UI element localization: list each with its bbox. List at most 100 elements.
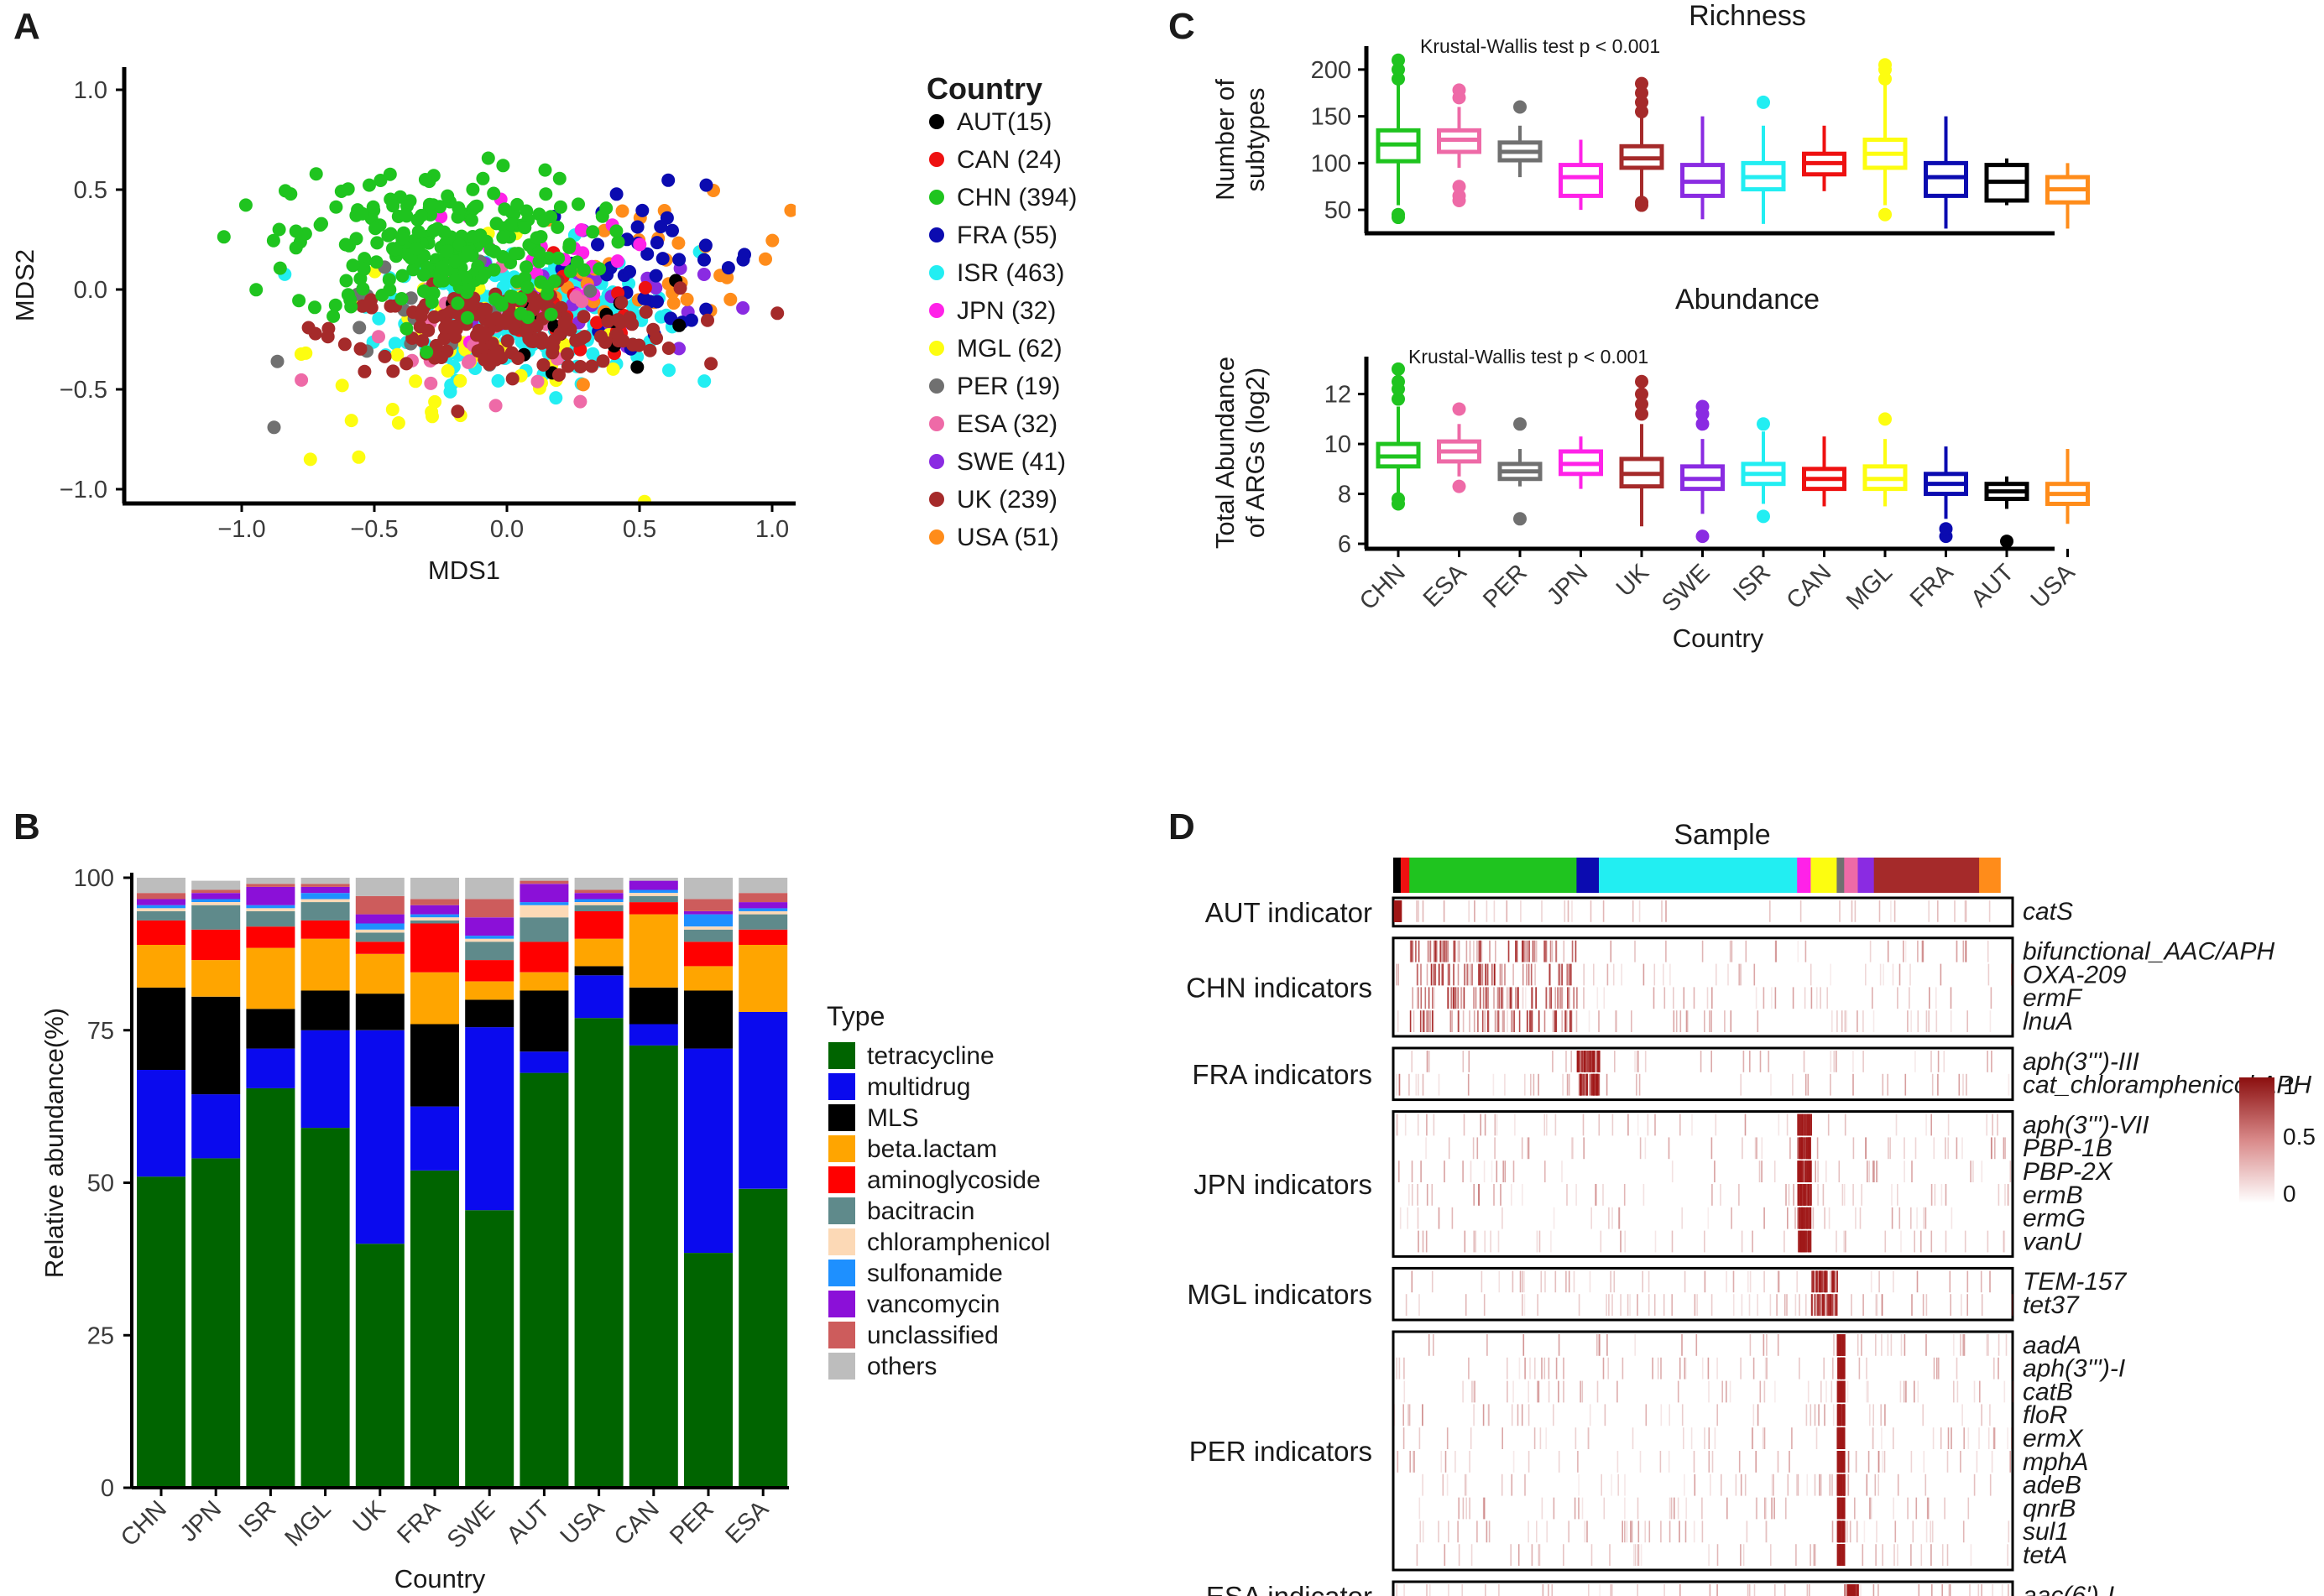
heat-cell bbox=[1660, 1520, 1662, 1543]
heat-cell bbox=[1695, 1334, 1698, 1356]
heat-cell bbox=[1923, 1451, 1925, 1473]
heat-cell bbox=[1876, 1520, 1877, 1543]
heat-cell bbox=[1483, 1160, 1486, 1182]
point-usa bbox=[784, 203, 796, 217]
heat-cell bbox=[1583, 1051, 1585, 1072]
bar-segment-unclassified bbox=[191, 889, 241, 894]
outlier-chn bbox=[1392, 62, 1405, 76]
heat-cell bbox=[1905, 1380, 1907, 1403]
heat-cell bbox=[2012, 1380, 2013, 1403]
heat-cell bbox=[1439, 963, 1440, 986]
point-chn bbox=[440, 244, 454, 258]
heat-cell bbox=[1545, 940, 1548, 962]
point-fra bbox=[660, 211, 674, 225]
heat-cell bbox=[1810, 1137, 1811, 1160]
y-axis-title-line: Number of bbox=[1210, 79, 1240, 201]
heat-cell bbox=[1837, 1451, 1840, 1473]
heat-cell bbox=[1571, 940, 1574, 962]
heat-cell bbox=[1562, 1073, 1564, 1096]
heat-cell bbox=[1925, 1010, 1928, 1032]
heat-cell bbox=[1914, 1051, 1916, 1072]
heat-cell bbox=[1693, 1451, 1695, 1473]
heat-cell bbox=[1823, 1270, 1825, 1293]
heat-cell bbox=[1640, 1544, 1642, 1566]
heat-cell bbox=[1875, 1334, 1877, 1356]
point-fra bbox=[699, 302, 713, 316]
bar-segment-multidrug bbox=[574, 975, 624, 1019]
heat-cell bbox=[1558, 963, 1559, 986]
heat-cell bbox=[1872, 1160, 1874, 1182]
heat-cell bbox=[1597, 1051, 1600, 1072]
heat-cell bbox=[1744, 1114, 1747, 1136]
heat-cell bbox=[1837, 1473, 1839, 1496]
heat-cell bbox=[1992, 1114, 1993, 1136]
heat-cell bbox=[1602, 1184, 1604, 1206]
bar-segment-beta-lactam bbox=[465, 981, 514, 1000]
group-label: JPN indicators bbox=[1193, 1169, 1372, 1200]
heat-cell bbox=[1825, 1270, 1827, 1293]
heat-cell bbox=[1805, 1137, 1808, 1160]
heat-cell bbox=[1704, 1427, 1705, 1449]
point-chn bbox=[315, 216, 328, 231]
bar-segment-aminoglycoside bbox=[410, 923, 459, 973]
heat-cell bbox=[1986, 1114, 1987, 1136]
heat-cell bbox=[1964, 900, 1966, 922]
heat-cell bbox=[1568, 987, 1570, 1009]
point-fra bbox=[721, 261, 735, 275]
heat-cell bbox=[1594, 1051, 1595, 1072]
heat-cell bbox=[1417, 1207, 1419, 1229]
heat-cell bbox=[1588, 1584, 1590, 1596]
outlier-chn bbox=[1392, 392, 1405, 406]
point-fra bbox=[650, 295, 664, 309]
heat-cell bbox=[1810, 963, 1812, 986]
group-frame bbox=[1392, 896, 2014, 928]
heat-cell bbox=[1581, 1051, 1584, 1072]
bar-segment-others bbox=[355, 878, 405, 896]
heat-cell bbox=[1837, 1427, 1840, 1449]
heat-cell bbox=[1563, 1357, 1564, 1380]
heat-cell bbox=[1962, 940, 1965, 962]
point-uk bbox=[646, 322, 661, 336]
point-chn bbox=[375, 288, 389, 302]
heat-cell bbox=[1528, 963, 1530, 986]
heat-cell bbox=[1661, 900, 1663, 922]
heat-cell bbox=[1411, 940, 1413, 962]
heat-cell bbox=[1852, 1137, 1855, 1160]
heat-cell bbox=[1841, 1380, 1843, 1403]
x-tick-label: SWE bbox=[1657, 559, 1715, 617]
heat-cell bbox=[1538, 1073, 1539, 1096]
heat-cell bbox=[1799, 900, 1802, 922]
heat-cell bbox=[1700, 1051, 1702, 1072]
heat-cell bbox=[1887, 940, 1889, 962]
point-fra bbox=[640, 247, 655, 261]
heat-cell bbox=[1418, 1073, 1419, 1096]
heat-cell bbox=[1409, 1451, 1411, 1473]
heat-cell bbox=[1398, 900, 1401, 922]
heat-cell bbox=[1806, 1184, 1809, 1206]
heat-cell bbox=[1981, 1294, 1983, 1316]
heat-cell bbox=[1603, 987, 1606, 1009]
heat-cell bbox=[1920, 1230, 1922, 1253]
heat-cell bbox=[1467, 1073, 1470, 1096]
heat-cell bbox=[1954, 900, 1956, 922]
heat-cell bbox=[1487, 1010, 1490, 1032]
heat-cell bbox=[1914, 1137, 1917, 1160]
group-frame bbox=[1392, 1330, 2014, 1572]
heat-cell bbox=[1683, 987, 1685, 1009]
heat-cell bbox=[1826, 987, 1828, 1009]
heat-cell bbox=[1413, 1451, 1414, 1473]
heat-cell bbox=[1802, 1114, 1804, 1136]
heat-cell bbox=[1708, 1427, 1710, 1449]
point-chn bbox=[273, 261, 287, 275]
gene-label: TEM-157 bbox=[2023, 1268, 2128, 1296]
heat-cell bbox=[1825, 1270, 1826, 1293]
heat-cell bbox=[1415, 940, 1417, 962]
heat-cell bbox=[1916, 1270, 1919, 1293]
heat-cell bbox=[1963, 1334, 1966, 1356]
bar-segment-unclassified bbox=[300, 884, 350, 887]
heat-cell bbox=[1867, 1451, 1870, 1473]
heat-cell bbox=[1679, 1584, 1681, 1596]
bar-segment-bacitracin bbox=[574, 905, 624, 911]
heat-cell bbox=[1433, 1010, 1435, 1032]
heat-cell bbox=[1532, 940, 1534, 962]
